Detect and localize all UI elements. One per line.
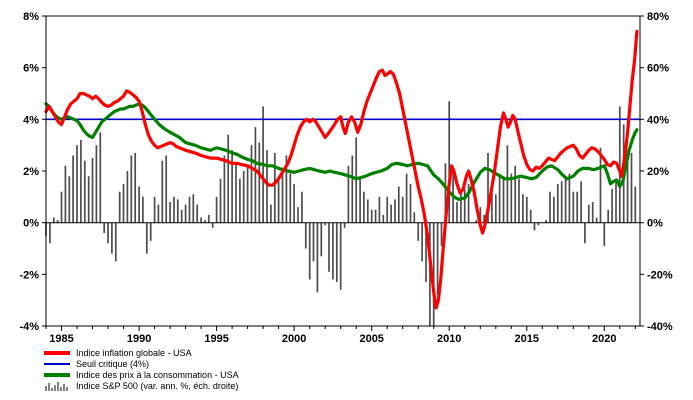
cpi-line: [44, 102, 639, 201]
cpi-line-swatch: [44, 373, 70, 377]
right-axis-tick-label: -40%: [647, 321, 673, 333]
chart-legend: Indice inflation globale - USA Seuil cri…: [44, 348, 239, 391]
legend-item-sp500: Indice S&P 500 (var. ann. %, éch. droite…: [44, 381, 239, 391]
right-axis-tick-label: -20%: [647, 269, 673, 281]
x-axis-tick-label: 1985: [49, 333, 73, 345]
left-axis-tick-label: 0%: [23, 218, 39, 230]
sp500-bars: [45, 101, 637, 326]
x-axis-tick-label: 1990: [127, 333, 151, 345]
legend-label-sp500: Indice S&P 500 (var. ann. %, éch. droite…: [76, 381, 239, 391]
right-axis-tick-label: 0%: [647, 218, 663, 230]
x-axis-tick-label: 2015: [515, 333, 539, 345]
right-axis-tick-label: 60%: [647, 63, 669, 75]
axis-ticks: [42, 15, 644, 331]
left-axis-tick-label: 2%: [23, 166, 39, 178]
left-axis-tick-label: 4%: [23, 114, 39, 126]
left-axis-tick-label: 6%: [23, 63, 39, 75]
right-axis-tick-label: 80%: [647, 11, 669, 23]
sp500-bars-icon: [45, 381, 68, 391]
x-axis-tick-label: 2005: [359, 333, 383, 345]
legend-item-inflation: Indice inflation globale - USA: [44, 348, 239, 358]
threshold-line-swatch: [44, 363, 70, 365]
x-axis-tick-label: 2020: [592, 333, 616, 345]
x-axis-tick-label: 2000: [282, 333, 306, 345]
chart-svg: 8% 6% 4% 2% 0% -2% -4% 80% 60% 40% 20% 0% -20% -40% 19…: [19, 11, 672, 345]
axis-labels: 8% 6% 4% 2% 0% -2% -4% 80% 60% 40% 20% 0% -20% -40% 19…: [19, 11, 672, 345]
legend-label-cpi: Indice des prix à la consommation - USA: [76, 370, 239, 380]
left-axis-tick-label: -2%: [19, 269, 39, 281]
legend-item-threshold: Seuil critique (4%): [44, 359, 239, 369]
inflation-line: [44, 29, 639, 310]
inflation-line-swatch: [44, 351, 70, 355]
legend-label-threshold: Seuil critique (4%): [76, 359, 150, 369]
right-axis-tick-label: 20%: [647, 166, 669, 178]
right-axis-tick-label: 40%: [647, 114, 669, 126]
x-axis-tick-label: 1995: [204, 333, 228, 345]
legend-item-cpi: Indice des prix à la consommation - USA: [44, 370, 239, 380]
x-axis-tick-label: 2010: [437, 333, 461, 345]
left-axis-tick-label: -4%: [19, 321, 39, 333]
left-axis-tick-label: 8%: [23, 11, 39, 23]
legend-label-inflation: Indice inflation globale - USA: [76, 348, 192, 358]
